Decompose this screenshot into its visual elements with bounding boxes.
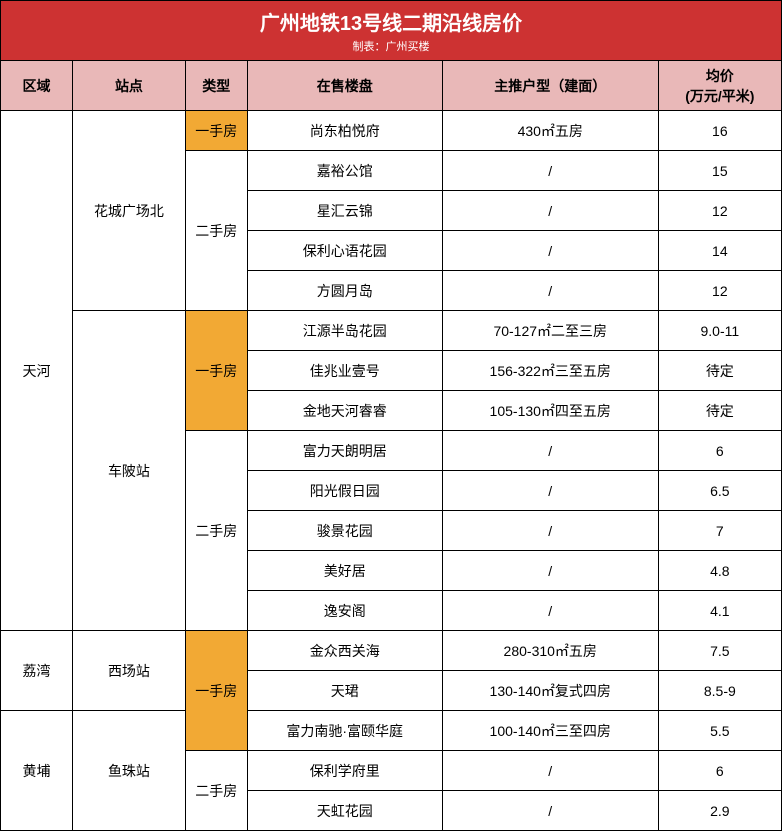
project-cell: 江源半岛花园 xyxy=(247,311,442,351)
region-cell: 荔湾 xyxy=(1,631,73,711)
table-row: 荔湾 西场站 一手房 金众西关海 280-310㎡五房 7.5 xyxy=(1,631,782,671)
table-title-cell: 广州地铁13号线二期沿线房价 制表：广州买楼 xyxy=(1,1,782,61)
header-row: 区域 站点 类型 在售楼盘 主推户型（建面） 均价 (万元/平米) xyxy=(1,61,782,111)
price-cell: 6 xyxy=(658,431,781,471)
layout-cell: 430㎡五房 xyxy=(442,111,658,151)
price-cell: 9.0-11 xyxy=(658,311,781,351)
price-cell: 8.5-9 xyxy=(658,671,781,711)
col-price: 均价 (万元/平米) xyxy=(658,61,781,111)
project-cell: 嘉裕公馆 xyxy=(247,151,442,191)
price-cell: 4.1 xyxy=(658,591,781,631)
project-cell: 天虹花园 xyxy=(247,791,442,831)
price-cell: 7 xyxy=(658,511,781,551)
project-cell: 逸安阁 xyxy=(247,591,442,631)
layout-cell: 280-310㎡五房 xyxy=(442,631,658,671)
project-cell: 保利心语花园 xyxy=(247,231,442,271)
price-cell: 4.8 xyxy=(658,551,781,591)
price-cell: 5.5 xyxy=(658,711,781,751)
type-cell-second: 二手房 xyxy=(185,151,247,311)
table-row: 天河 花城广场北 一手房 尚东柏悦府 430㎡五房 16 xyxy=(1,111,782,151)
project-cell: 骏景花园 xyxy=(247,511,442,551)
layout-cell: 156-322㎡三至五房 xyxy=(442,351,658,391)
project-cell: 尚东柏悦府 xyxy=(247,111,442,151)
project-cell: 佳兆业壹号 xyxy=(247,351,442,391)
layout-cell: / xyxy=(442,551,658,591)
price-cell: 15 xyxy=(658,151,781,191)
price-cell: 待定 xyxy=(658,351,781,391)
project-cell: 天珺 xyxy=(247,671,442,711)
type-cell-second: 二手房 xyxy=(185,431,247,631)
type-cell-second: 二手房 xyxy=(185,751,247,831)
project-cell: 金地天河睿睿 xyxy=(247,391,442,431)
region-cell: 天河 xyxy=(1,111,73,631)
project-cell: 美好居 xyxy=(247,551,442,591)
project-cell: 富力南驰·富颐华庭 xyxy=(247,711,442,751)
price-cell: 16 xyxy=(658,111,781,151)
project-cell: 富力天朗明居 xyxy=(247,431,442,471)
station-cell: 鱼珠站 xyxy=(72,711,185,831)
col-price-line1: 均价 xyxy=(659,66,781,86)
price-cell: 12 xyxy=(658,271,781,311)
project-cell: 金众西关海 xyxy=(247,631,442,671)
price-cell: 待定 xyxy=(658,391,781,431)
layout-cell: / xyxy=(442,431,658,471)
title-row: 广州地铁13号线二期沿线房价 制表：广州买楼 xyxy=(1,1,782,61)
region-cell: 黄埔 xyxy=(1,711,73,831)
col-layout: 主推户型（建面） xyxy=(442,61,658,111)
project-cell: 保利学府里 xyxy=(247,751,442,791)
layout-cell: / xyxy=(442,471,658,511)
table-row: 车陂站 一手房 江源半岛花园 70-127㎡二至三房 9.0-11 xyxy=(1,311,782,351)
layout-cell: 105-130㎡四至五房 xyxy=(442,391,658,431)
project-cell: 方圆月岛 xyxy=(247,271,442,311)
layout-cell: / xyxy=(442,591,658,631)
price-cell: 14 xyxy=(658,231,781,271)
layout-cell: / xyxy=(442,511,658,551)
layout-cell: / xyxy=(442,751,658,791)
layout-cell: 100-140㎡三至四房 xyxy=(442,711,658,751)
station-cell: 西场站 xyxy=(72,631,185,711)
type-cell-new: 一手房 xyxy=(185,111,247,151)
station-cell: 车陂站 xyxy=(72,311,185,631)
price-cell: 2.9 xyxy=(658,791,781,831)
layout-cell: / xyxy=(442,791,658,831)
project-cell: 阳光假日园 xyxy=(247,471,442,511)
layout-cell: / xyxy=(442,151,658,191)
type-cell-new: 一手房 xyxy=(185,631,247,751)
price-table: 广州地铁13号线二期沿线房价 制表：广州买楼 区域 站点 类型 在售楼盘 主推户… xyxy=(0,0,782,831)
layout-cell: 130-140㎡复式四房 xyxy=(442,671,658,711)
col-region: 区域 xyxy=(1,61,73,111)
layout-cell: / xyxy=(442,191,658,231)
col-price-line2: (万元/平米) xyxy=(659,86,781,106)
price-cell: 12 xyxy=(658,191,781,231)
layout-cell: / xyxy=(442,271,658,311)
price-cell: 7.5 xyxy=(658,631,781,671)
project-cell: 星汇云锦 xyxy=(247,191,442,231)
station-cell: 花城广场北 xyxy=(72,111,185,311)
table-subtitle: 制表：广州买楼 xyxy=(1,38,781,54)
layout-cell: / xyxy=(442,231,658,271)
layout-cell: 70-127㎡二至三房 xyxy=(442,311,658,351)
price-cell: 6.5 xyxy=(658,471,781,511)
col-type: 类型 xyxy=(185,61,247,111)
table-title: 广州地铁13号线二期沿线房价 xyxy=(260,13,522,35)
col-station: 站点 xyxy=(72,61,185,111)
type-cell-new: 一手房 xyxy=(185,311,247,431)
price-cell: 6 xyxy=(658,751,781,791)
col-project: 在售楼盘 xyxy=(247,61,442,111)
table-row: 黄埔 鱼珠站 富力南驰·富颐华庭 100-140㎡三至四房 5.5 xyxy=(1,711,782,751)
